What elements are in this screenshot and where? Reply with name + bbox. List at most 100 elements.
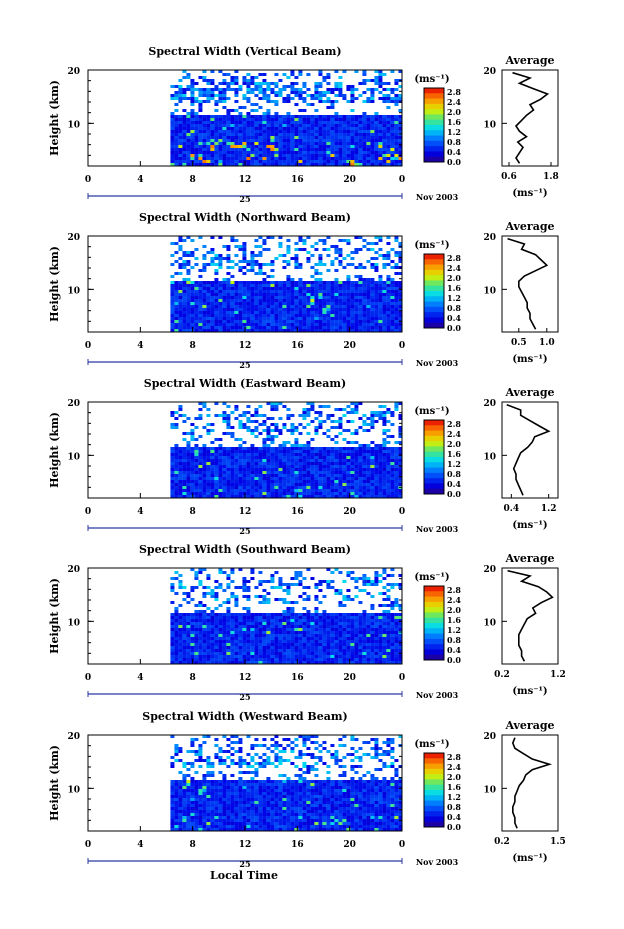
heatmap-cell bbox=[286, 317, 291, 320]
heatmap-cell bbox=[302, 492, 307, 495]
heatmap-cell bbox=[390, 305, 395, 308]
heatmap-cell bbox=[194, 317, 199, 320]
heatmap-cell bbox=[370, 450, 375, 453]
heatmap-cell bbox=[350, 447, 355, 450]
heatmap-cell bbox=[362, 296, 367, 299]
heatmap-cell bbox=[246, 127, 251, 130]
heatmap-cell bbox=[338, 474, 343, 477]
heatmap-cell bbox=[270, 124, 275, 127]
heatmap-cell bbox=[278, 320, 283, 323]
heatmap-cell bbox=[182, 124, 187, 127]
profile-line bbox=[512, 71, 550, 164]
heatmap-cell bbox=[302, 311, 307, 314]
heatmap-cell bbox=[186, 631, 191, 634]
heatmap-cell bbox=[318, 94, 323, 97]
heatmap-cell bbox=[194, 163, 199, 166]
heatmap-cell bbox=[350, 296, 355, 299]
heatmap-cell bbox=[250, 329, 255, 332]
heatmap-cell bbox=[182, 136, 187, 139]
heatmap-cell bbox=[302, 489, 307, 492]
heatmap-cell bbox=[234, 290, 239, 293]
heatmap-cell bbox=[210, 296, 215, 299]
heatmap-cell bbox=[322, 311, 327, 314]
heatmap-cell bbox=[294, 82, 299, 85]
heatmap-cell bbox=[282, 329, 287, 332]
heatmap-cell bbox=[310, 637, 315, 640]
heatmap-cell bbox=[302, 453, 307, 456]
heatmap-cell bbox=[234, 486, 239, 489]
colorbar-tick-label: 2.8 bbox=[447, 253, 461, 263]
heatmap-cell bbox=[382, 100, 387, 103]
heatmap-cell bbox=[270, 489, 275, 492]
heatmap-cell bbox=[254, 435, 259, 438]
heatmap-cell bbox=[202, 465, 207, 468]
heatmap-cell bbox=[354, 299, 359, 302]
heatmap-cell bbox=[274, 91, 279, 94]
heatmap-cell bbox=[210, 302, 215, 305]
colorbar-segment bbox=[424, 425, 444, 432]
heatmap-cell bbox=[214, 468, 219, 471]
heatmap-cell bbox=[202, 480, 207, 483]
heatmap-cell bbox=[178, 296, 183, 299]
heatmap-cell bbox=[266, 305, 271, 308]
heatmap-cell bbox=[358, 302, 363, 305]
heatmap-cell bbox=[394, 634, 399, 637]
heatmap-cell bbox=[370, 142, 375, 145]
heatmap-cell bbox=[178, 474, 183, 477]
heatmap-cell bbox=[202, 402, 207, 405]
heatmap-cell bbox=[390, 160, 395, 163]
heatmap-cell bbox=[294, 450, 299, 453]
profile-y-tick-label: 20 bbox=[483, 233, 496, 243]
heatmap-cell bbox=[306, 477, 311, 480]
heatmap-cell bbox=[222, 130, 227, 133]
heatmap-cell bbox=[366, 130, 371, 133]
heatmap-cell bbox=[366, 287, 371, 290]
heatmap-cell bbox=[322, 121, 327, 124]
heatmap-cell bbox=[174, 320, 179, 323]
heatmap-cell bbox=[362, 447, 367, 450]
heatmap-cell bbox=[374, 157, 379, 160]
heatmap-cell bbox=[234, 263, 239, 266]
heatmap-cell bbox=[234, 254, 239, 257]
colorbar-unit: (ms⁻¹) bbox=[414, 240, 449, 251]
heatmap-cell bbox=[250, 311, 255, 314]
heatmap-cell bbox=[250, 414, 255, 417]
heatmap-cell bbox=[290, 278, 295, 281]
heatmap-cell bbox=[234, 616, 239, 619]
heatmap-cell bbox=[334, 290, 339, 293]
heatmap-cell bbox=[238, 311, 243, 314]
heatmap-cell bbox=[338, 462, 343, 465]
heatmap-cell bbox=[318, 477, 323, 480]
heatmap-cell bbox=[354, 489, 359, 492]
heatmap-cell bbox=[226, 432, 231, 435]
heatmap-cell bbox=[170, 447, 175, 450]
colorbar-frame bbox=[423, 253, 445, 329]
heatmap-cell bbox=[270, 82, 275, 85]
heatmap-cell bbox=[186, 450, 191, 453]
heatmap-cell bbox=[326, 435, 331, 438]
heatmap-cell bbox=[318, 631, 323, 634]
heatmap-cell bbox=[322, 420, 327, 423]
heatmap-cell bbox=[270, 459, 275, 462]
heatmap-cell bbox=[390, 260, 395, 263]
heatmap-cell bbox=[242, 79, 247, 82]
heatmap-cell bbox=[262, 631, 267, 634]
heatmap-cell bbox=[198, 459, 203, 462]
heatmap-cell bbox=[186, 269, 191, 272]
heatmap-cell bbox=[286, 160, 291, 163]
heatmap-cell bbox=[294, 625, 299, 628]
heatmap-cell bbox=[386, 127, 391, 130]
heatmap-cell bbox=[386, 323, 391, 326]
heatmap-cell bbox=[226, 465, 231, 468]
heatmap-cell bbox=[338, 308, 343, 311]
heatmap-cell bbox=[274, 456, 279, 459]
heatmap-cell bbox=[262, 272, 267, 275]
x-tick-label: 12 bbox=[239, 175, 252, 185]
heatmap-cell bbox=[314, 160, 319, 163]
heatmap-cell bbox=[298, 299, 303, 302]
heatmap-cell bbox=[238, 290, 243, 293]
heatmap-cell bbox=[258, 583, 263, 586]
heatmap-cell bbox=[282, 305, 287, 308]
heatmap-cell bbox=[258, 121, 263, 124]
heatmap-cell bbox=[390, 88, 395, 91]
